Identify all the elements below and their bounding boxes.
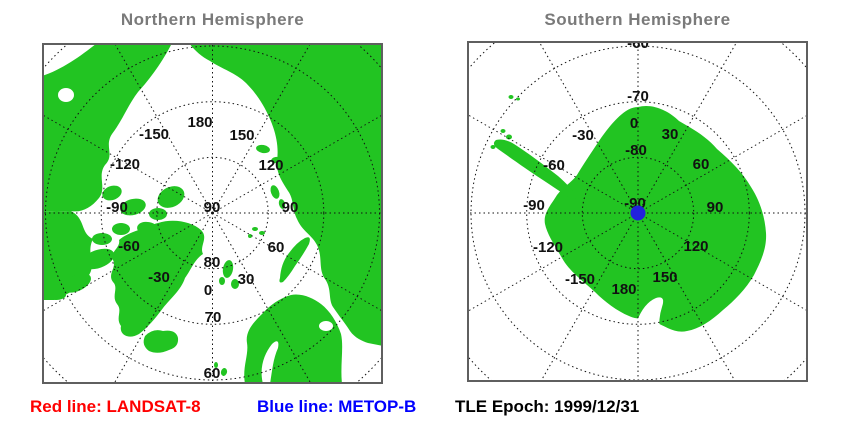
land-antarctica <box>544 105 767 332</box>
longitude-spoke <box>113 212 213 384</box>
longitude-spoke <box>539 212 639 382</box>
label-layer: -60-700-30 30-80-60 60-90 -90 90-120 120-150 1… <box>523 41 723 298</box>
land-antarctic-peninsula <box>493 139 576 200</box>
graticule-label: -60 <box>543 157 565 174</box>
label-layer: 180 -150 150 -120 120 -90 90 90 -60 60 80 -30 30 0 70 6… <box>106 114 298 382</box>
graticule-label: 30 <box>238 271 255 288</box>
map-frame <box>467 41 808 382</box>
legend-metopb: Blue line: METOP-B <box>257 397 417 416</box>
longitude-spoke <box>538 41 639 214</box>
longitude-spoke <box>637 41 738 214</box>
longitude-spoke <box>113 43 213 214</box>
sea-notch <box>58 88 74 102</box>
graticule-label: -150 <box>139 126 169 143</box>
graticule-label: 180 <box>611 281 636 298</box>
latitude-circle <box>100 101 325 325</box>
latitude-circle <box>526 101 750 325</box>
graticule-label: -30 <box>572 127 594 144</box>
southern-hemisphere-title: Southern Hemisphere <box>544 10 731 29</box>
graticule-label: 150 <box>229 127 254 144</box>
graticule-label: -70 <box>627 88 649 105</box>
longitude-spoke <box>637 212 808 312</box>
graticule-layer <box>467 41 808 382</box>
graticule-label: 60 <box>693 156 710 173</box>
land-scandinavia <box>244 294 343 384</box>
graticule-label: 120 <box>683 238 708 255</box>
northern-hemisphere-map: 180 -150 150 -120 120 -90 90 90 -60 60 80 -30 30 0 70 6… <box>42 43 383 384</box>
map-frame <box>42 43 383 384</box>
land-alaska <box>42 43 172 212</box>
graticule-label: -60 <box>627 41 649 52</box>
graticule-label: 60 <box>268 239 285 256</box>
longitude-spoke <box>467 113 639 214</box>
graticule-label: -120 <box>533 239 563 256</box>
latitude-circle <box>581 156 695 270</box>
graticule-label: 0 <box>630 115 638 132</box>
latitude-circle <box>156 156 269 270</box>
legend-landsat8: Red line: LANDSAT-8 <box>30 397 201 416</box>
graticule-label: 0 <box>204 282 212 299</box>
graticule-label: 80 <box>204 254 221 271</box>
southern-hemisphere-map: -60-700-30 30-80-60 60-90 -90 90-120 120-150 1… <box>467 41 808 382</box>
graticule-label: 90 <box>707 199 724 216</box>
land-layer <box>42 43 383 384</box>
graticule-label: 90 <box>282 199 299 216</box>
graticule-label: 70 <box>205 309 222 326</box>
land-layer <box>490 95 767 334</box>
sea-ross-bight <box>637 297 664 334</box>
graticule-label: -120 <box>110 156 140 173</box>
graticule-label: -150 <box>565 271 595 288</box>
longitude-spoke <box>212 113 383 214</box>
graticule-label: 90 <box>204 199 221 216</box>
sea-gulf-of-bothnia <box>261 341 279 384</box>
graticule-label: -90 <box>106 199 128 216</box>
longitude-spoke <box>212 212 383 313</box>
longitude-spoke <box>467 212 639 313</box>
longitude-spoke <box>637 212 737 382</box>
graticule-label: -90 <box>523 197 545 214</box>
graticule-label: -80 <box>625 142 647 159</box>
land-british-isles <box>214 362 228 376</box>
graticule-label: 30 <box>662 126 679 143</box>
legend-tle-epoch: TLE Epoch: 1999/12/31 <box>455 397 640 416</box>
land-iceland <box>143 330 179 353</box>
satellite-marker <box>630 205 646 221</box>
graticule-label: -30 <box>148 269 170 286</box>
longitude-spoke <box>212 43 312 214</box>
graticule-label: 150 <box>652 269 677 286</box>
longitude-spoke <box>42 113 213 214</box>
land-greenland <box>111 220 205 337</box>
land-antarctic-islands <box>490 95 520 149</box>
land-franz-josef <box>248 227 265 238</box>
land-siberia <box>189 43 383 346</box>
graticule-label: 120 <box>258 157 283 174</box>
longitude-spoke <box>42 212 213 313</box>
land-svalbard <box>219 260 239 289</box>
land-severnaya-zemlya <box>270 185 286 209</box>
graticule-label: 180 <box>187 114 212 131</box>
graticule-label: -60 <box>118 238 140 255</box>
longitude-spoke <box>637 114 808 214</box>
longitude-spoke <box>212 212 312 384</box>
graticule-layer <box>42 43 383 384</box>
northern-hemisphere-title: Northern Hemisphere <box>120 10 305 29</box>
graticule-label: 60 <box>204 365 221 382</box>
sea-white-sea <box>319 321 333 331</box>
land-new-siberian-islands <box>256 144 281 164</box>
